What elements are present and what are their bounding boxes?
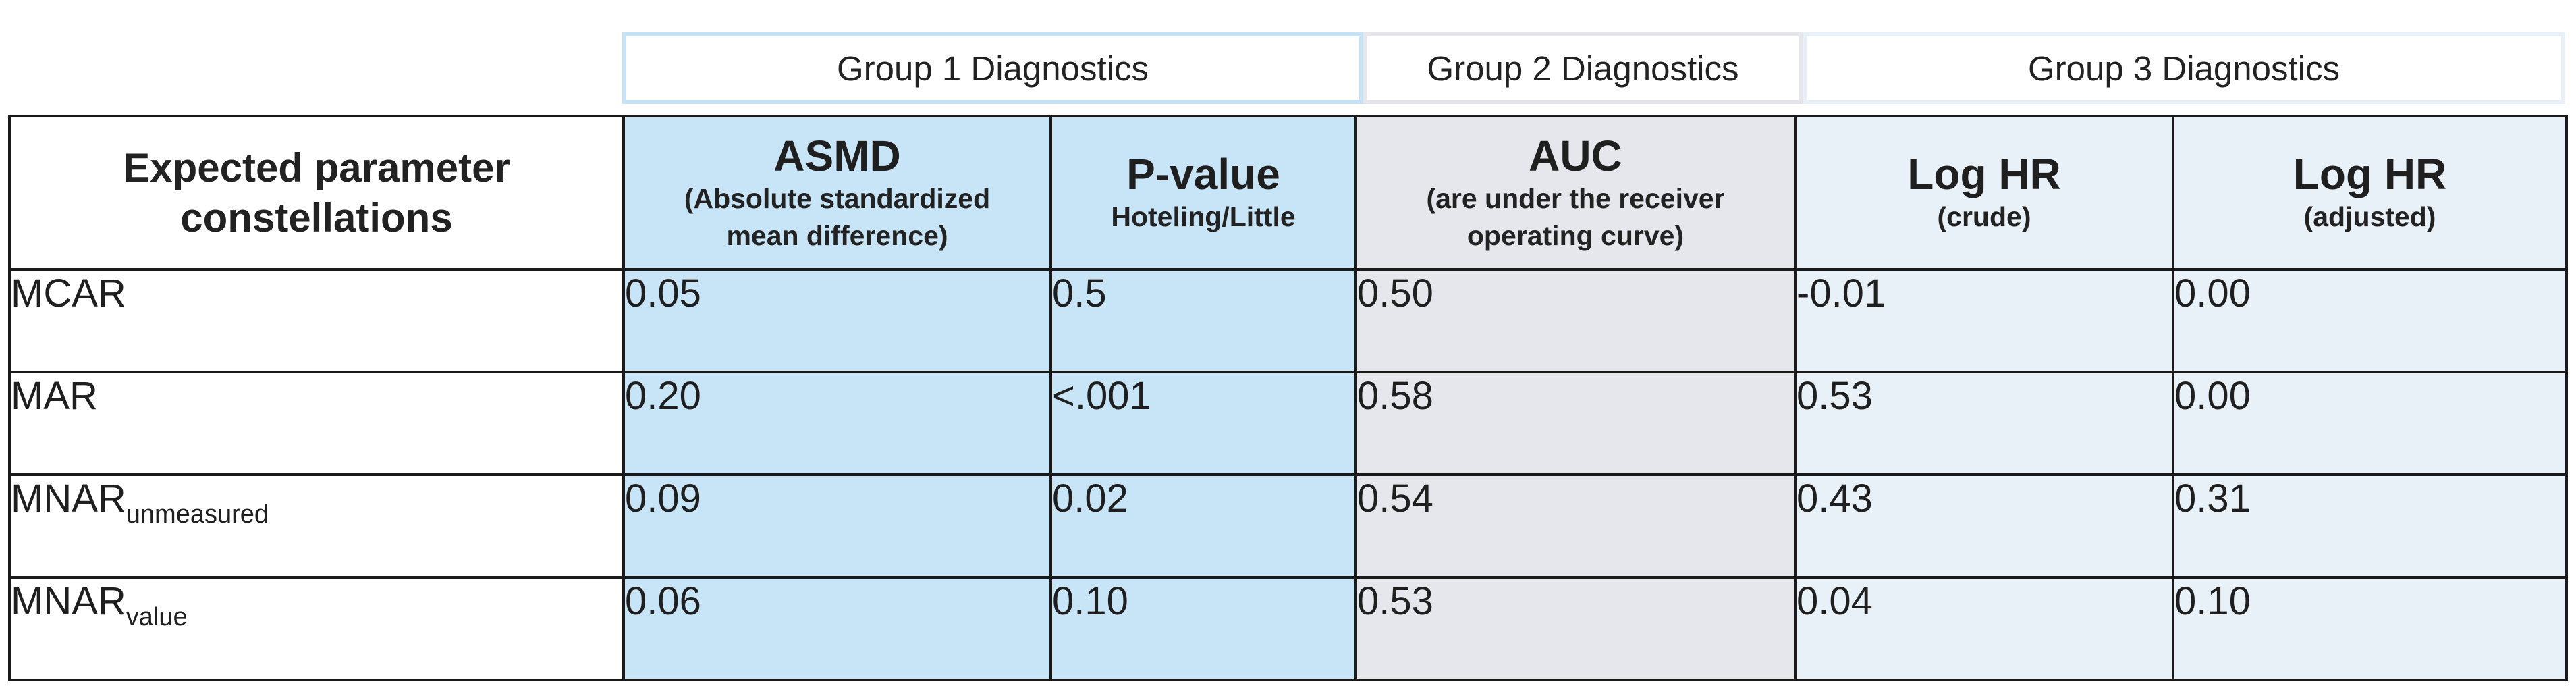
cell-log-hr-adjusted: 0.31 — [2172, 473, 2568, 579]
corner-header: Expected parameter constellations — [8, 115, 625, 271]
cell-p-value: 0.02 — [1049, 473, 1357, 579]
table-row: MAR 0.20 <.001 0.58 0.53 0.00 — [8, 371, 2568, 476]
cell-auc: 0.50 — [1354, 268, 1797, 373]
group-2-header: Group 2 Diagnostics — [1363, 32, 1803, 104]
cell-p-value: <.001 — [1049, 371, 1357, 476]
group-1-header: Group 1 Diagnostics — [622, 32, 1363, 104]
cell-auc: 0.53 — [1354, 576, 1797, 681]
column-title: ASMD — [773, 131, 901, 180]
column-header-log-hr-crude: Log HR (crude) — [1794, 115, 2174, 271]
group-2-label: Group 2 Diagnostics — [1427, 49, 1739, 88]
column-subtitle: Hoteling/Little — [1111, 201, 1296, 232]
row-label: MAR — [11, 374, 98, 418]
cell-asmd: 0.09 — [622, 473, 1052, 579]
cell-log-hr-crude: 0.53 — [1794, 371, 2174, 476]
table-row: MNARvalue 0.06 0.10 0.53 0.04 0.10 — [8, 576, 2568, 681]
column-header-p-value: P-value Hoteling/Little — [1049, 115, 1357, 271]
cell-log-hr-crude: -0.01 — [1794, 268, 2174, 373]
row-label: MCAR — [11, 271, 126, 315]
column-header-log-hr-adjusted: Log HR (adjusted) — [2172, 115, 2568, 271]
row-label-subscript: unmeasured — [126, 500, 269, 529]
cell-p-value: 0.5 — [1049, 268, 1357, 373]
row-label-cell: MAR — [8, 371, 625, 476]
column-header-auc: AUC (are under the receiver operating cu… — [1354, 115, 1797, 271]
column-title: Log HR — [1907, 150, 2061, 198]
cell-log-hr-adjusted: 0.00 — [2172, 371, 2568, 476]
column-subtitle: (adjusted) — [2303, 201, 2436, 232]
row-label-cell: MNARunmeasured — [8, 473, 625, 579]
corner-header-label: Expected parameter constellations — [123, 144, 510, 240]
row-label: MNAR — [11, 477, 126, 521]
row-label: MNAR — [11, 579, 126, 623]
cell-auc: 0.54 — [1354, 473, 1797, 579]
cell-asmd: 0.06 — [622, 576, 1052, 681]
column-subtitle: (are under the receiver operating curve) — [1426, 182, 1725, 251]
row-label-cell: MCAR — [8, 268, 625, 373]
row-label-cell: MNARvalue — [8, 576, 625, 681]
column-subtitle: (Absolute standardized mean difference) — [684, 182, 991, 251]
diagnostics-table: Expected parameter constellations ASMD (… — [8, 115, 2568, 681]
table-header-row: Expected parameter constellations ASMD (… — [8, 115, 2568, 271]
cell-log-hr-crude: 0.43 — [1794, 473, 2174, 579]
column-title: AUC — [1529, 131, 1622, 180]
group-3-header: Group 3 Diagnostics — [1803, 32, 2565, 104]
column-title: Log HR — [2293, 150, 2447, 198]
column-title: P-value — [1126, 150, 1280, 198]
table-row: MCAR 0.05 0.5 0.50 -0.01 0.00 — [8, 268, 2568, 373]
cell-asmd: 0.20 — [622, 371, 1052, 476]
cell-p-value: 0.10 — [1049, 576, 1357, 681]
group-3-label: Group 3 Diagnostics — [2027, 49, 2340, 88]
cell-log-hr-adjusted: 0.00 — [2172, 268, 2568, 373]
cell-asmd: 0.05 — [622, 268, 1052, 373]
row-label-subscript: value — [126, 603, 188, 631]
table-row: MNARunmeasured 0.09 0.02 0.54 0.43 0.31 — [8, 473, 2568, 579]
group-1-label: Group 1 Diagnostics — [836, 49, 1149, 88]
cell-log-hr-crude: 0.04 — [1794, 576, 2174, 681]
column-header-asmd: ASMD (Absolute standardized mean differe… — [622, 115, 1052, 271]
column-subtitle: (crude) — [1937, 201, 2031, 232]
cell-auc: 0.58 — [1354, 371, 1797, 476]
cell-log-hr-adjusted: 0.10 — [2172, 576, 2568, 681]
